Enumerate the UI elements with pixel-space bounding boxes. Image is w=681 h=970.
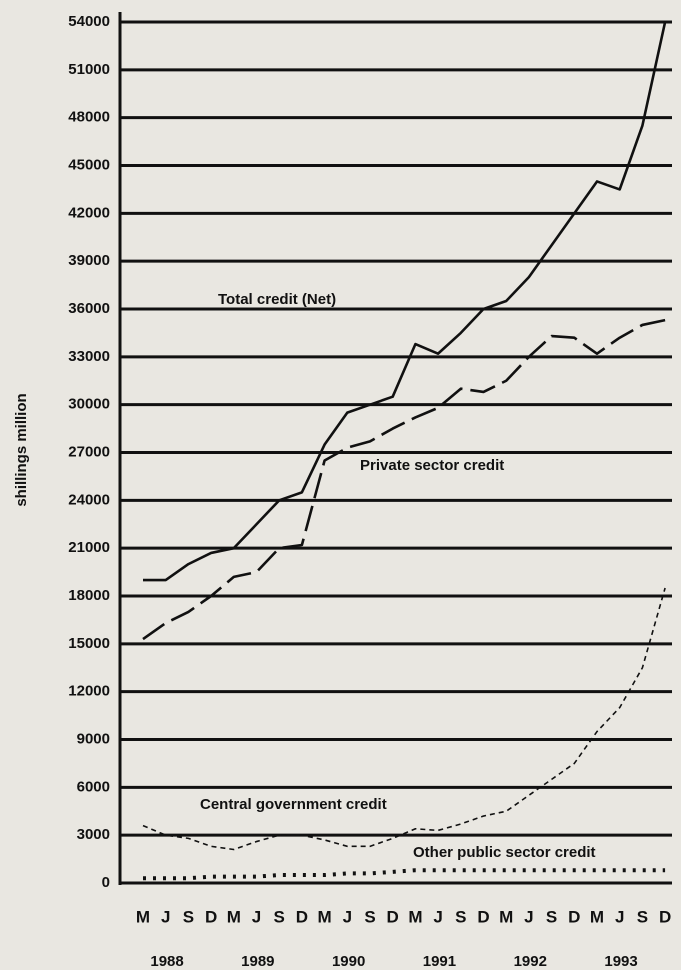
x-tick-label: S	[546, 907, 557, 926]
year-label: 1991	[423, 953, 456, 970]
x-tick-label: S	[364, 907, 375, 926]
year-label: 1988	[150, 953, 183, 970]
x-tick-label: J	[524, 907, 533, 926]
x-tick-label: J	[433, 907, 442, 926]
series-label: Private sector credit	[360, 457, 504, 474]
x-tick-label: M	[227, 907, 241, 926]
y-tick-label: 0	[102, 874, 110, 891]
x-tick-label: D	[568, 907, 580, 926]
series-line	[143, 868, 666, 881]
x-tick-label: D	[387, 907, 399, 926]
x-tick-label: J	[252, 907, 261, 926]
series-label: Central government credit	[200, 796, 387, 813]
x-tick-label: D	[659, 907, 671, 926]
x-tick-label: D	[205, 907, 217, 926]
x-tick-label: D	[477, 907, 489, 926]
x-tick-label: J	[161, 907, 170, 926]
y-tick-label: 30000	[68, 396, 110, 413]
x-tick-label: J	[343, 907, 352, 926]
y-tick-label: 12000	[68, 683, 110, 700]
y-tick-label: 36000	[68, 300, 110, 317]
y-tick-label: 24000	[68, 491, 110, 508]
series-line	[142, 318, 666, 641]
y-tick-label: 51000	[68, 61, 110, 78]
x-tick-label: S	[637, 907, 648, 926]
y-tick-label: 54000	[68, 13, 110, 30]
y-tick-label: 48000	[68, 109, 110, 126]
year-label: 1993	[604, 953, 637, 970]
x-tick-label: M	[499, 907, 513, 926]
x-tick-label: S	[455, 907, 466, 926]
y-tick-label: 3000	[77, 826, 110, 843]
y-tick-label: 39000	[68, 252, 110, 269]
year-label: 1989	[241, 953, 274, 970]
y-tick-label: 42000	[68, 204, 110, 221]
x-tick-label: M	[318, 907, 332, 926]
y-tick-label: 6000	[77, 778, 110, 795]
y-tick-label: 21000	[68, 539, 110, 556]
x-tick-label: M	[408, 907, 422, 926]
y-tick-label: 9000	[77, 730, 110, 747]
x-tick-label: M	[590, 907, 604, 926]
year-label: 1990	[332, 953, 365, 970]
y-tick-label: 15000	[68, 635, 110, 652]
year-label: 1992	[514, 953, 547, 970]
y-axis-label: shillings million	[13, 393, 30, 506]
x-tick-label: M	[136, 907, 150, 926]
x-tick-label: D	[296, 907, 308, 926]
y-tick-label: 18000	[68, 587, 110, 604]
series-label: Other public sector credit	[413, 844, 596, 861]
x-tick-label: S	[274, 907, 285, 926]
y-tick-label: 27000	[68, 443, 110, 460]
x-tick-label: J	[615, 907, 624, 926]
y-tick-label: 33000	[68, 348, 110, 365]
series-label: Total credit (Net)	[218, 291, 336, 308]
y-tick-label: 45000	[68, 156, 110, 173]
series-line	[143, 21, 667, 582]
series-line	[142, 587, 666, 851]
x-tick-label: S	[183, 907, 194, 926]
